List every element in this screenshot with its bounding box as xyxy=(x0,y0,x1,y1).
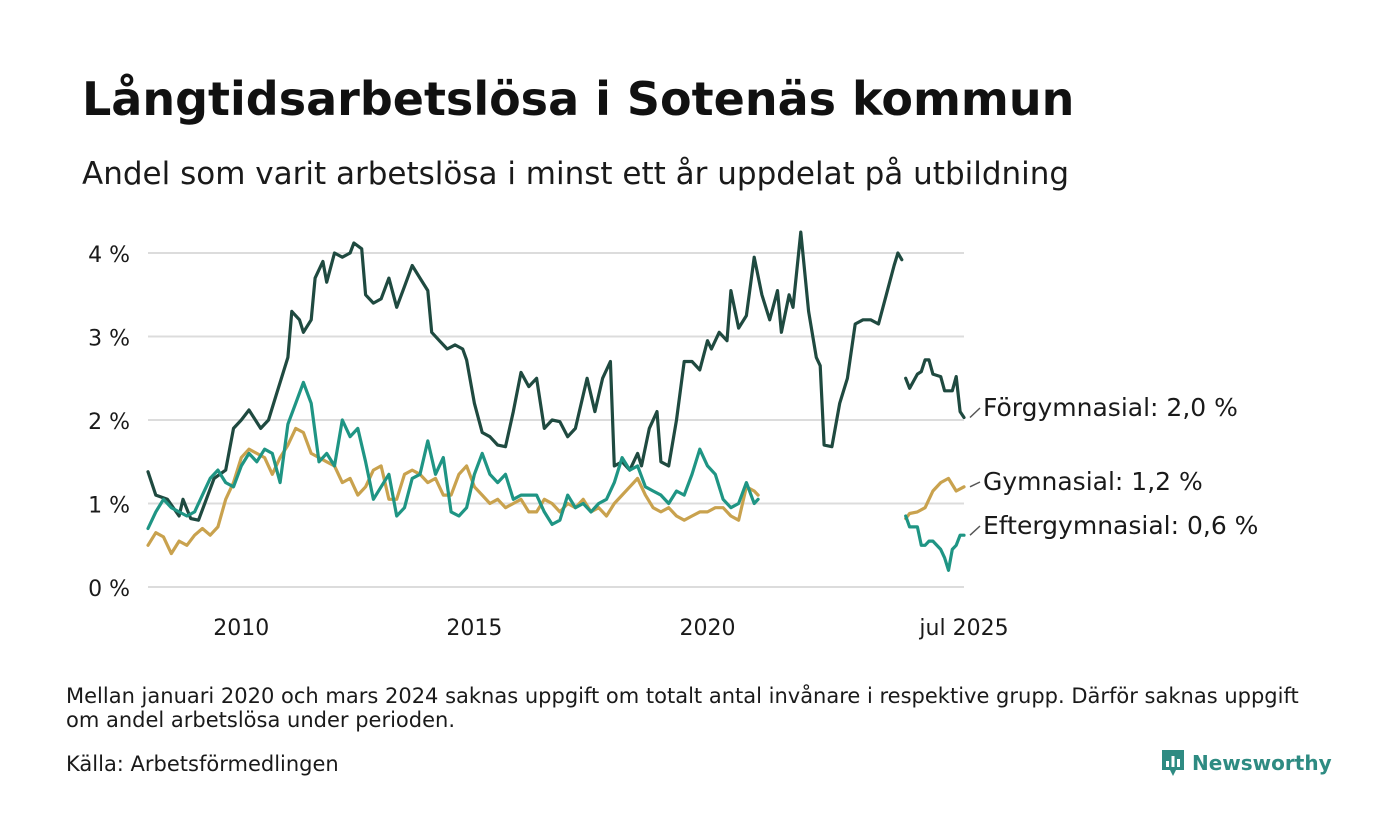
series-line-gymnasial xyxy=(904,476,966,521)
x-tick-label: 2015 xyxy=(446,616,502,641)
y-tick-label: 4 % xyxy=(88,243,130,268)
series-labels: Förgymnasial: 2,0 % Gymnasial: 1,2 % Efter… xyxy=(969,393,1258,540)
series-label-gymnasial: Gymnasial: 1,2 % xyxy=(983,467,1203,496)
x-tick-label: 2020 xyxy=(680,616,736,641)
x-tick-label: jul 2025 xyxy=(918,616,1008,641)
series-label-eftergymnasial: Eftergymnasial: 0,6 % xyxy=(983,511,1258,540)
logo-text: Newsworthy xyxy=(1192,751,1332,775)
series-line-förgymnasial xyxy=(904,358,966,420)
newsworthy-logo: Newsworthy xyxy=(1160,748,1332,778)
series-line-eftergymnasial xyxy=(904,514,966,572)
series-line-gymnasial xyxy=(146,426,760,556)
y-tick-label: 3 % xyxy=(88,327,130,352)
series-label-förgymnasial: Förgymnasial: 2,0 % xyxy=(983,393,1238,422)
label-leader-line xyxy=(969,407,981,419)
x-axis-ticks: 2010 2015 2020 jul 2025 xyxy=(213,616,1008,641)
y-tick-label: 1 % xyxy=(88,494,130,519)
x-tick-label: 2010 xyxy=(213,616,269,641)
series-lines xyxy=(146,230,966,572)
bar-chart-icon xyxy=(1162,750,1184,776)
y-tick-label: 0 % xyxy=(88,577,130,602)
chart-subtitle: Andel som varit arbetslösa i minst ett å… xyxy=(82,156,1070,192)
y-axis-ticks: 0 % 1 % 2 % 3 % 4 % xyxy=(88,243,130,602)
series-line-eftergymnasial xyxy=(146,380,760,531)
footnote: Mellan januari 2020 och mars 2024 saknas… xyxy=(66,684,1299,732)
label-leader-line xyxy=(969,481,981,488)
chart-title: Långtidsarbetslösa i Sotenäs kommun xyxy=(82,72,1075,126)
line-chart: 0 % 1 % 2 % 3 % 4 % 2010 2015 2020 jul 2025 För… xyxy=(88,230,1258,641)
source-credit: Källa: Arbetsförmedlingen xyxy=(66,752,339,776)
y-tick-label: 2 % xyxy=(88,410,130,435)
label-leader-line xyxy=(969,525,981,536)
series-line-förgymnasial xyxy=(146,230,904,522)
